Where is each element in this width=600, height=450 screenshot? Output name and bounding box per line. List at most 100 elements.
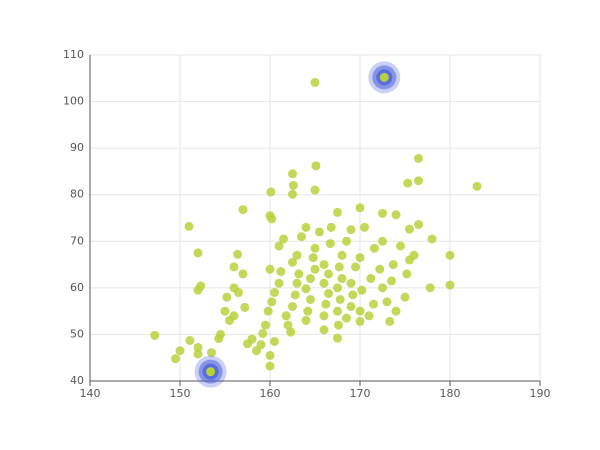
point <box>310 77 320 87</box>
point <box>366 274 376 284</box>
point <box>274 241 284 251</box>
point <box>258 328 268 338</box>
point <box>270 288 279 298</box>
point <box>324 288 333 298</box>
point <box>355 253 365 263</box>
point <box>378 236 387 246</box>
point <box>342 236 351 246</box>
point <box>369 299 378 309</box>
point <box>286 327 296 337</box>
point <box>387 276 396 286</box>
x-tick-label: 190 <box>530 387 551 400</box>
point <box>238 269 248 279</box>
point <box>315 227 324 237</box>
point <box>382 297 392 307</box>
x-tick-label: 140 <box>80 387 101 400</box>
point <box>288 169 297 179</box>
point <box>222 292 232 302</box>
point <box>391 210 401 220</box>
point <box>274 278 284 288</box>
point <box>337 250 347 260</box>
point <box>445 250 455 260</box>
point <box>266 187 276 197</box>
y-tick-label: 40 <box>70 374 84 387</box>
point <box>414 220 423 230</box>
point <box>403 178 413 188</box>
point <box>409 250 419 260</box>
y-tick-label: 110 <box>63 48 84 61</box>
y-tick-label: 60 <box>70 281 84 294</box>
point <box>290 290 300 300</box>
point <box>335 295 345 304</box>
point <box>319 260 329 270</box>
point <box>256 340 266 350</box>
point <box>414 153 423 163</box>
point <box>321 299 331 309</box>
highlight-point <box>206 367 216 377</box>
point <box>333 207 342 217</box>
point <box>334 262 344 272</box>
point <box>193 248 203 258</box>
point <box>265 361 275 371</box>
x-tick-label: 160 <box>260 387 281 400</box>
point <box>357 285 367 295</box>
point <box>355 316 365 326</box>
y-tick-label: 50 <box>70 327 84 340</box>
point <box>333 320 343 330</box>
point <box>425 283 435 293</box>
point <box>297 232 306 242</box>
point <box>229 262 239 272</box>
point <box>288 257 297 267</box>
point <box>184 221 194 231</box>
point <box>319 325 329 335</box>
point <box>171 354 180 364</box>
point <box>369 243 379 253</box>
point <box>333 333 342 343</box>
point <box>196 281 206 291</box>
point <box>308 253 318 263</box>
point <box>400 292 410 302</box>
point <box>333 283 342 293</box>
point <box>207 348 216 358</box>
point <box>294 269 304 279</box>
point <box>263 306 273 316</box>
x-tick-label: 150 <box>170 387 191 400</box>
point <box>292 278 302 288</box>
point <box>311 161 321 171</box>
point <box>402 269 412 279</box>
point <box>276 267 286 277</box>
point <box>355 306 365 316</box>
point <box>378 283 387 293</box>
point <box>234 288 243 298</box>
y-tick-label: 90 <box>70 141 84 154</box>
point <box>351 262 360 272</box>
point <box>283 320 293 330</box>
point <box>301 315 311 325</box>
point <box>288 301 297 311</box>
highlight-point <box>379 72 389 82</box>
point <box>388 260 398 270</box>
point <box>326 222 336 232</box>
point <box>445 280 455 290</box>
point <box>342 313 351 323</box>
point <box>306 274 315 284</box>
point <box>261 320 270 330</box>
point <box>265 350 275 360</box>
point <box>267 297 277 307</box>
point <box>301 284 311 294</box>
point <box>319 278 329 288</box>
point <box>233 249 243 259</box>
point <box>150 330 160 340</box>
point <box>279 234 288 244</box>
point <box>325 239 335 249</box>
point <box>378 208 387 218</box>
point <box>229 311 239 321</box>
point <box>303 306 313 316</box>
point <box>427 234 437 244</box>
point <box>396 241 405 251</box>
point <box>405 224 414 234</box>
point <box>193 342 203 352</box>
point <box>355 203 365 213</box>
point <box>193 349 203 359</box>
point <box>414 176 423 186</box>
